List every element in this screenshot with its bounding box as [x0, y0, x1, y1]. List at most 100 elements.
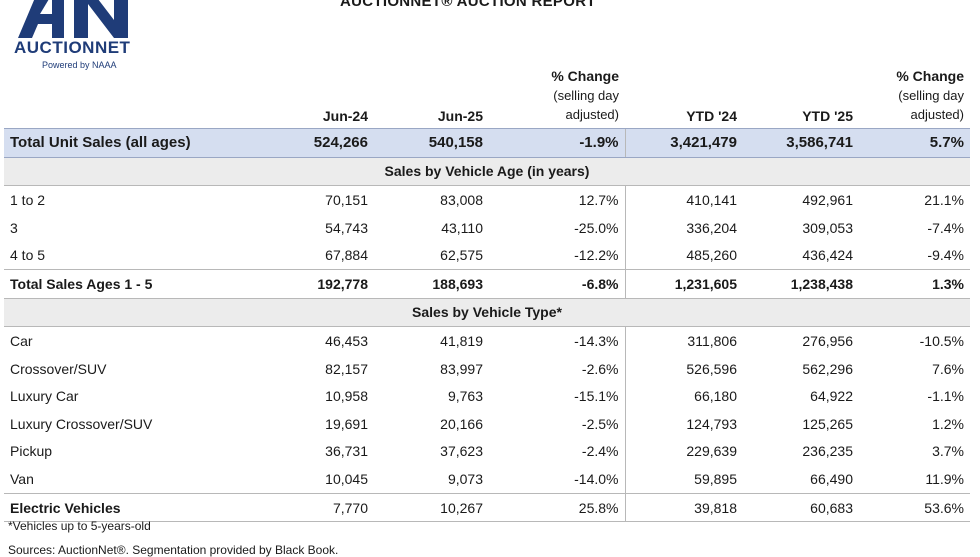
- cell-ytd-pct: -10.5%: [919, 332, 964, 349]
- section-title: Sales by Vehicle Type*: [4, 297, 970, 328]
- cell-ytd24: 485,260: [624, 241, 743, 270]
- cell-ytd24: 311,806: [624, 326, 743, 355]
- header-pct-line3: adjusted): [565, 107, 619, 122]
- cell-pct: -14.0%: [574, 470, 619, 487]
- header-ytd-pct-title: % Change: [896, 68, 964, 84]
- cell-ytd24: 59,895: [624, 465, 743, 494]
- cell-jun24: 67,884: [325, 247, 368, 264]
- cell-ytd-pct: -1.1%: [927, 388, 964, 405]
- row-label: Total Sales Ages 1 - 5: [4, 268, 259, 299]
- cell-jun24: 19,691: [325, 415, 368, 432]
- cell-jun25: 20,166: [440, 415, 483, 432]
- header-row: Jun-24 Jun-25 % Change (selling day adjust…: [4, 60, 970, 129]
- cell-ytd24: 410,141: [624, 185, 743, 214]
- table-row: Luxury Car 10,958 9,763 -15.1% 66,180 64…: [4, 382, 970, 410]
- auctionnet-logo: AUCTIONNET Powered by NAAA: [4, 0, 136, 74]
- cell-jun24: 192,778: [259, 268, 374, 299]
- cell-jun25: 37,623: [440, 443, 483, 460]
- cell-ytd24: 39,818: [624, 492, 743, 523]
- header-ytd-pct-line2: (selling day: [898, 88, 964, 103]
- footnote: *Vehicles up to 5-years-old: [8, 519, 151, 533]
- cell-jun25: 83,008: [440, 191, 483, 208]
- cell-jun25: 540,158: [374, 128, 489, 158]
- section-header-vehicle-age: Sales by Vehicle Age (in years): [4, 156, 970, 187]
- cell-jun24: 82,157: [325, 360, 368, 377]
- cell-jun24: 10,958: [325, 388, 368, 405]
- cell-pct: -2.5%: [581, 415, 619, 432]
- row-label: 3: [10, 219, 18, 236]
- cell-ytd25: 492,961: [802, 191, 853, 208]
- cell-jun25: 43,110: [441, 219, 483, 236]
- cell-jun25: 41,819: [440, 332, 483, 349]
- cell-jun25: 83,997: [440, 360, 483, 377]
- cell-ytd-pct: 3.7%: [932, 443, 964, 460]
- auctionnet-logo-icon: [18, 0, 128, 38]
- sources-note: Sources: AuctionNet®. Segmentation provi…: [8, 543, 339, 557]
- cell-ytd-pct: 1.2%: [932, 415, 964, 432]
- cell-ytd24: 124,793: [624, 409, 743, 438]
- table-row: 4 to 5 67,884 62,575 -12.2% 485,260 436,…: [4, 241, 970, 270]
- cell-jun25: 62,575: [440, 247, 483, 264]
- cell-ytd25: 276,956: [802, 332, 853, 349]
- cell-ytd-pct: -9.4%: [927, 247, 964, 264]
- cell-pct: -6.8%: [489, 268, 625, 299]
- cell-ytd-pct: 21.1%: [924, 191, 964, 208]
- header-ytd24: YTD '24: [686, 108, 737, 124]
- header-ytd-pct-change: % Change (selling day adjusted): [859, 60, 970, 129]
- header-blank: [4, 60, 259, 129]
- row-label: Crossover/SUV: [10, 360, 107, 377]
- cell-ytd24: 229,639: [624, 437, 743, 466]
- report-title: AUCTIONNET® AUCTION REPORT: [340, 0, 596, 10]
- cell-ytd-pct: 5.7%: [859, 128, 970, 158]
- cell-jun25: 10,267: [374, 492, 489, 523]
- table-row: Crossover/SUV 82,157 83,997 -2.6% 526,59…: [4, 354, 970, 383]
- row-label: Luxury Car: [10, 388, 79, 405]
- total-sales-ages-row: Total Sales Ages 1 - 5 192,778 188,693 -…: [4, 268, 970, 299]
- row-label: Van: [10, 470, 34, 487]
- cell-jun25: 9,763: [447, 388, 483, 405]
- logo-tagline: Powered by NAAA: [42, 60, 117, 70]
- header-ytd25: YTD '25: [802, 108, 853, 124]
- cell-jun24: 36,731: [325, 443, 368, 460]
- table-row: Van 10,045 9,073 -14.0% 59,895 66,490 11…: [4, 465, 970, 494]
- cell-ytd25: 66,490: [810, 470, 853, 487]
- cell-pct: -1.9%: [489, 128, 625, 158]
- row-label: 1 to 2: [10, 191, 46, 208]
- cell-ytd24: 336,204: [624, 213, 743, 242]
- cell-ytd25: 309,053: [802, 219, 853, 236]
- cell-ytd25: 60,683: [743, 492, 859, 523]
- cell-pct: -25.0%: [574, 219, 619, 236]
- header-ytd-pct-line3: adjusted): [910, 107, 964, 122]
- header-pct-line2: (selling day: [553, 88, 619, 103]
- row-label: Pickup: [10, 443, 53, 460]
- table-row: Car 46,453 41,819 -14.3% 311,806 276,956…: [4, 326, 970, 355]
- cell-pct: 12.7%: [578, 191, 619, 208]
- cell-jun24: 70,151: [325, 191, 368, 208]
- cell-pct: -2.6%: [581, 360, 619, 377]
- logo-wordmark: AUCTIONNET: [14, 38, 131, 57]
- cell-ytd24: 3,421,479: [624, 128, 743, 158]
- cell-ytd25: 1,238,438: [743, 268, 859, 299]
- row-label: Total Unit Sales (all ages): [4, 128, 259, 158]
- cell-ytd24: 526,596: [624, 354, 743, 383]
- row-label: 4 to 5: [10, 247, 46, 264]
- cell-ytd24: 1,231,605: [624, 268, 743, 299]
- cell-pct: -14.3%: [574, 332, 619, 349]
- cell-ytd25: 436,424: [802, 247, 853, 264]
- cell-pct: -12.2%: [574, 247, 619, 264]
- header-jun25: Jun-25: [437, 108, 483, 124]
- section-header-vehicle-type: Sales by Vehicle Type*: [4, 297, 970, 328]
- auction-report-table: Jun-24 Jun-25 % Change (selling day adjust…: [4, 60, 970, 523]
- cell-jun24: 54,743: [325, 219, 368, 236]
- cell-ytd25: 3,586,741: [743, 128, 859, 158]
- table-row: 3 54,743 43,110 -25.0% 336,204 309,053 -…: [4, 213, 970, 242]
- cell-pct: -15.1%: [574, 388, 619, 405]
- cell-ytd25: 125,265: [802, 415, 853, 432]
- cell-ytd-pct: 1.3%: [859, 268, 970, 299]
- cell-ytd24: 66,180: [624, 382, 743, 410]
- table-row: Pickup 36,731 37,623 -2.4% 229,639 236,2…: [4, 437, 970, 466]
- row-label: Electric Vehicles: [4, 492, 259, 523]
- header-pct-title: % Change: [551, 68, 619, 84]
- cell-ytd-pct: -7.4%: [927, 219, 964, 236]
- table-row: 1 to 2 70,151 83,008 12.7% 410,141 492,9…: [4, 185, 970, 214]
